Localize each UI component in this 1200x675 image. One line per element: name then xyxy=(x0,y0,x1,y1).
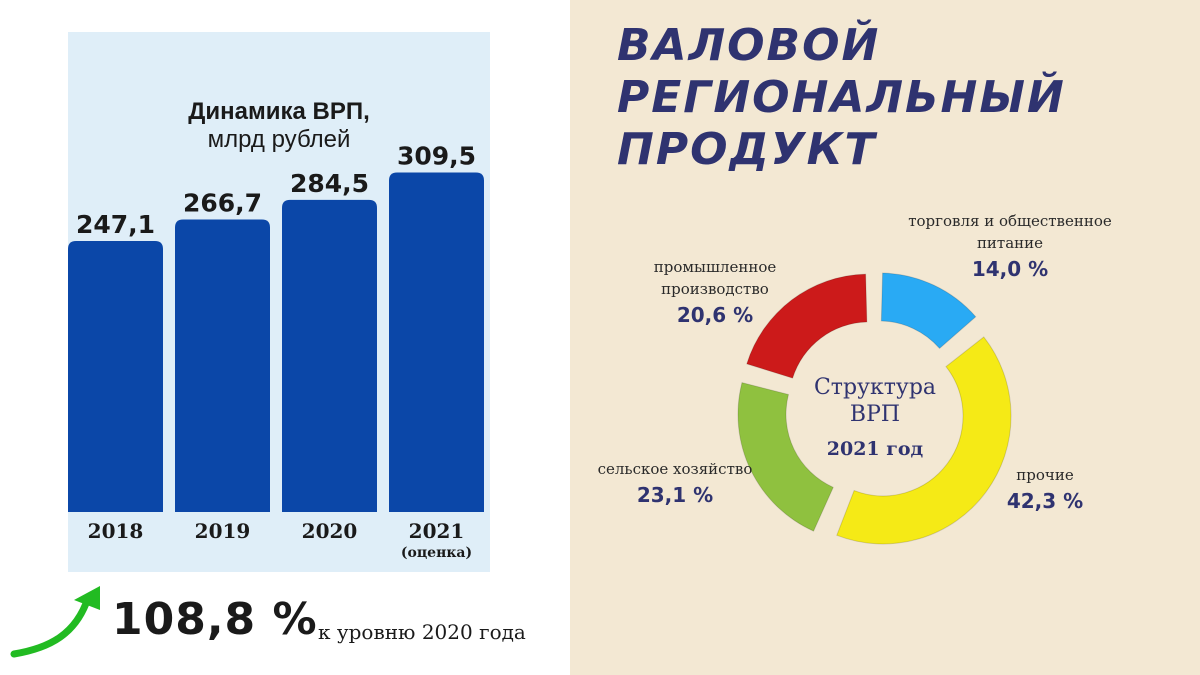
donut-segment xyxy=(880,272,977,350)
x-tick-label: 2019 xyxy=(195,519,251,543)
donut-center-label: Структура ВРП 2021 год xyxy=(790,374,960,464)
x-tick-label: 2018 xyxy=(88,519,144,543)
segment-percent: 14,0 % xyxy=(971,257,1049,281)
segment-percent: 42,3 % xyxy=(1006,489,1084,513)
page-title: ВАЛОВОЙ РЕГИОНАЛЬНЫЙ ПРОДУКТ xyxy=(617,20,1177,176)
segment-label-agriculture: сельское хозяйство 23,1 % xyxy=(580,458,770,510)
bar-chart-title: Динамика ВРП, xyxy=(188,98,370,125)
donut-center-year: 2021 год xyxy=(826,438,924,460)
segment-label-trade: торговля и общественное питание 14,0 % xyxy=(900,210,1120,284)
segment-percent: 23,1 % xyxy=(636,483,714,507)
donut-segment xyxy=(746,273,868,379)
bar-value-label: 247,1 xyxy=(76,210,155,239)
segment-name: прочие xyxy=(1016,466,1074,484)
growth-note: к уровню 2020 года xyxy=(318,620,526,644)
bar-chart-subtitle: млрд рублей xyxy=(207,126,351,153)
up-arrow-icon xyxy=(10,586,100,658)
x-tick-note: (оценка) xyxy=(401,545,472,561)
segment-label-other: прочие 42,3 % xyxy=(990,464,1100,516)
donut-segment xyxy=(737,382,834,532)
bar-value-label: 284,5 xyxy=(290,169,369,198)
bar xyxy=(175,219,270,513)
donut-segment xyxy=(836,336,1012,545)
segment-name: сельское хозяйство xyxy=(597,460,753,478)
bar-value-label: 309,5 xyxy=(397,141,476,170)
page-title-line: РЕГИОНАЛЬНЫЙ xyxy=(617,72,1066,123)
page-title-line: ПРОДУКТ xyxy=(617,124,877,175)
bar xyxy=(282,199,377,513)
segment-percent: 20,6 % xyxy=(676,303,754,327)
x-tick-label: 2020 xyxy=(302,519,358,543)
bar-value-label: 266,7 xyxy=(183,188,262,217)
right-panel xyxy=(570,0,1200,675)
page-title-line: ВАЛОВОЙ xyxy=(617,20,881,71)
bar xyxy=(389,172,484,512)
growth-value: 108,8 % xyxy=(112,594,318,645)
segment-name: промышленное производство xyxy=(653,258,777,298)
bar xyxy=(68,240,163,512)
donut-center-title: Структура ВРП xyxy=(813,375,937,427)
segment-label-industry: промышленное производство 20,6 % xyxy=(640,256,790,330)
x-tick-label: 2021 xyxy=(409,519,465,543)
segment-name: торговля и общественное питание xyxy=(908,212,1112,252)
